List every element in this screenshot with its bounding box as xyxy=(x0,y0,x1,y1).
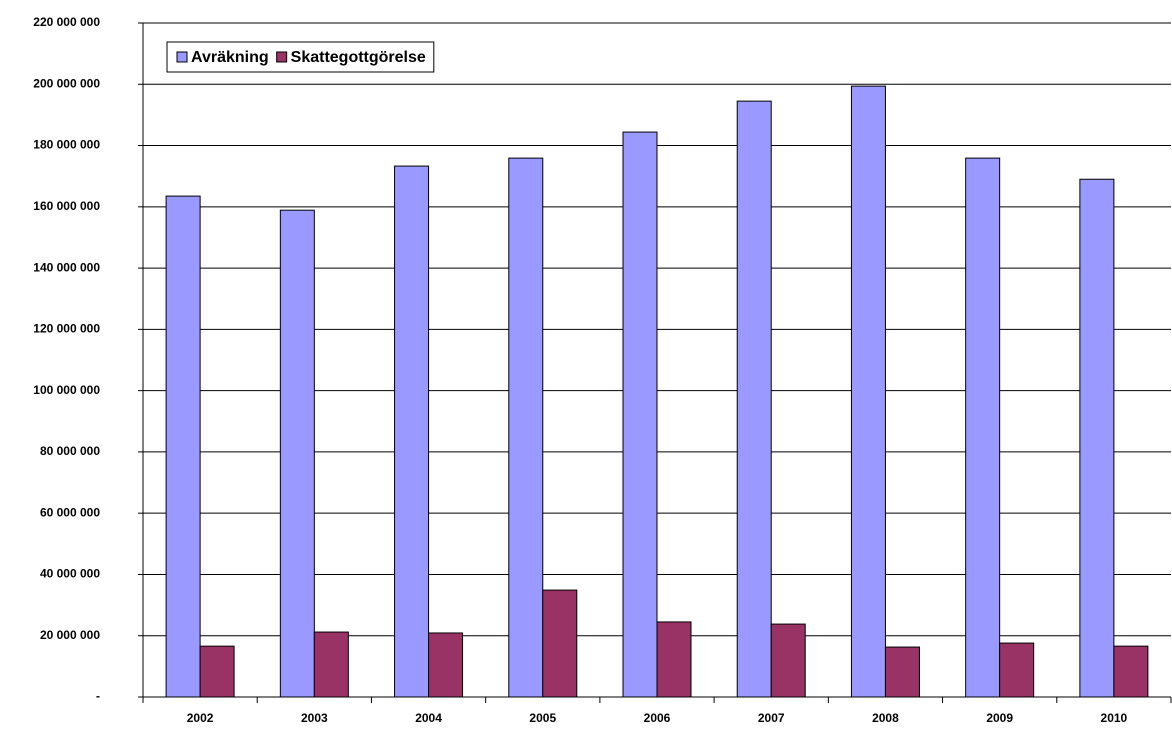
bar xyxy=(656,621,692,698)
y-tick-label: 80 000 000 xyxy=(40,444,100,458)
x-tick-label: 2007 xyxy=(758,711,785,725)
legend-swatch xyxy=(176,51,188,63)
bar xyxy=(622,131,658,698)
x-tick-label: 2004 xyxy=(415,711,442,725)
bar xyxy=(999,642,1035,698)
x-tick-label: 2006 xyxy=(644,711,671,725)
legend-box xyxy=(166,41,435,73)
y-tick-label: 40 000 000 xyxy=(40,567,100,581)
bar xyxy=(965,157,1001,698)
bar xyxy=(770,623,806,698)
legend-label: Skattegottgörelse xyxy=(291,49,426,66)
bar xyxy=(850,85,886,698)
bar xyxy=(542,589,578,698)
bar xyxy=(394,165,430,698)
legend-label: Avräkning xyxy=(191,49,269,66)
bar xyxy=(279,209,315,698)
y-tick-label: - xyxy=(96,689,100,703)
y-tick-label: 20 000 000 xyxy=(40,628,100,642)
x-tick-label: 2005 xyxy=(529,711,556,725)
y-tick-label: 60 000 000 xyxy=(40,505,100,519)
x-tick-label: 2002 xyxy=(187,711,214,725)
bar xyxy=(165,195,201,698)
y-tick-label: 120 000 000 xyxy=(33,322,100,336)
y-tick-label: 160 000 000 xyxy=(33,199,100,213)
bar xyxy=(884,646,920,698)
bar xyxy=(1079,178,1115,698)
x-tick-label: 2009 xyxy=(986,711,1013,725)
bar xyxy=(508,157,544,698)
x-tick-label: 2003 xyxy=(301,711,328,725)
y-tick-label: 100 000 000 xyxy=(33,383,100,397)
legend: Avräkning Skattegottgörelse xyxy=(166,41,435,73)
bar xyxy=(313,631,349,698)
y-tick-label: 140 000 000 xyxy=(33,260,100,274)
y-tick-label: 200 000 000 xyxy=(33,76,100,90)
legend-swatch xyxy=(276,51,288,63)
bar xyxy=(428,632,464,698)
bar xyxy=(736,100,772,698)
bar xyxy=(1113,645,1149,698)
x-tick-label: 2008 xyxy=(872,711,899,725)
bar xyxy=(199,645,235,698)
y-tick-label: 180 000 000 xyxy=(33,138,100,152)
y-tick-label: 220 000 000 xyxy=(33,15,100,29)
x-tick-label: 2010 xyxy=(1101,711,1128,725)
